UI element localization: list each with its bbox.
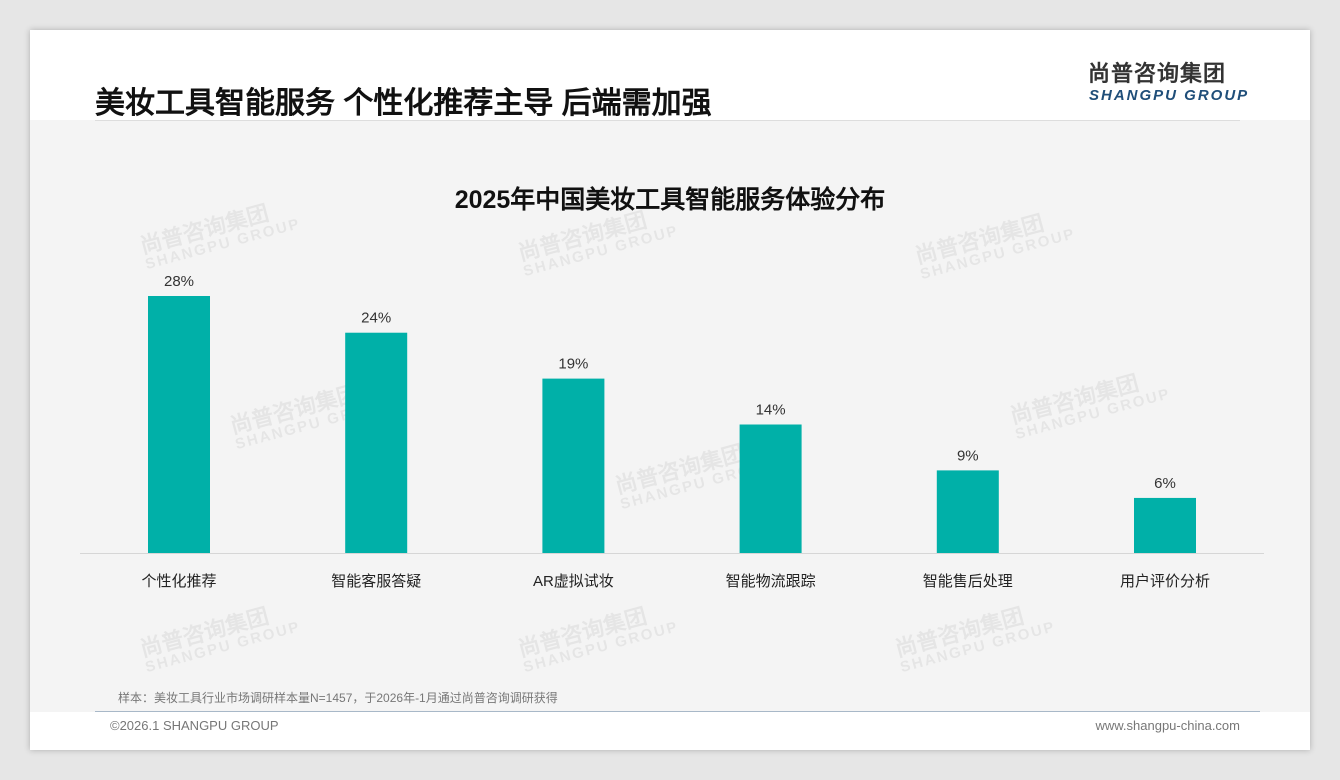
data-label: 28% (164, 273, 194, 290)
chart-title: 2025年中国美妆工具智能服务体验分布 (454, 186, 886, 214)
footer-divider (95, 711, 1260, 712)
data-label: 14% (756, 402, 786, 419)
logo: 尚普咨询集团 (1088, 61, 1227, 86)
bar (542, 378, 605, 553)
category-label: 智能物流跟踪 (726, 572, 816, 590)
sample-note: 样本：美妆工具行业市场调研样本量N=1457，于2026年-1月通过尚普咨询调研… (118, 691, 558, 705)
bar (1134, 497, 1196, 553)
divider (95, 120, 1240, 121)
data-label: 24% (361, 310, 391, 327)
page-title: 美妆工具智能服务 个性化推荐主导 后端需加强 (95, 87, 712, 120)
bar (936, 470, 999, 553)
data-label: 19% (558, 356, 588, 373)
data-label: 9% (957, 447, 979, 464)
copyright: ©2026.1 SHANGPU GROUP (110, 718, 279, 733)
bar (345, 332, 408, 553)
category-label: 智能售后处理 (923, 572, 1013, 590)
category-label: AR虚拟试妆 (533, 573, 614, 590)
bar (148, 296, 210, 553)
logo-subtitle: SHANGPU GROUP (1089, 87, 1250, 104)
category-label: 用户评价分析 (1120, 573, 1210, 590)
website-url: www.shangpu-china.com (1095, 718, 1240, 733)
category-label: 智能客服答疑 (331, 572, 421, 590)
data-label: 6% (1154, 475, 1176, 492)
chart-panel (30, 120, 1310, 712)
category-label: 个性化推荐 (141, 573, 216, 590)
bar (739, 424, 802, 553)
